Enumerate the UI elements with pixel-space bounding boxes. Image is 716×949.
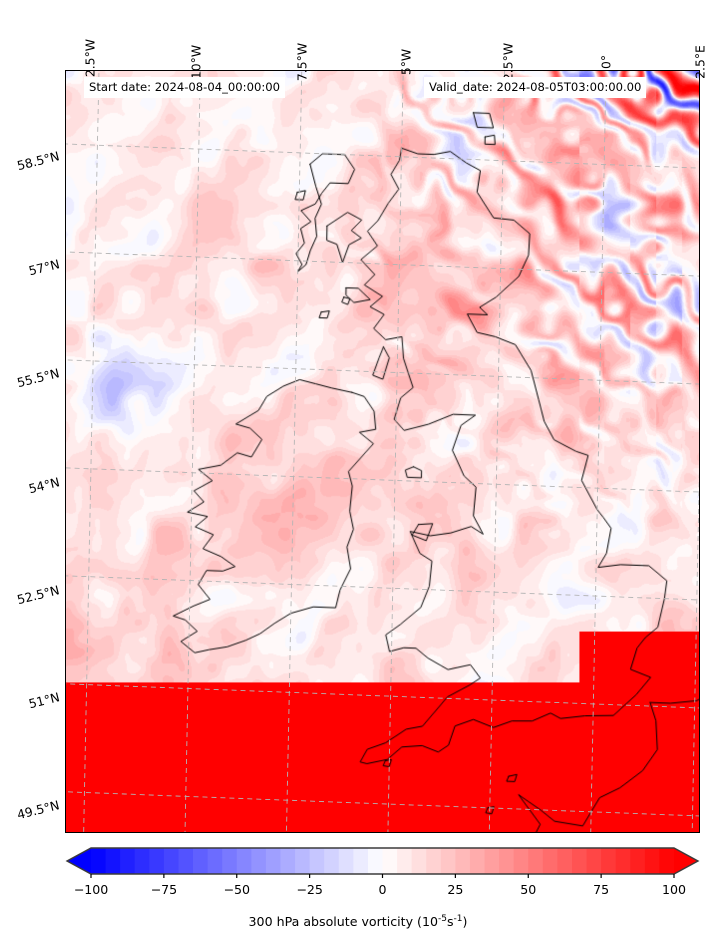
cbar-tick-3: −25 bbox=[296, 882, 323, 897]
cbar-tick-1: −75 bbox=[150, 882, 178, 897]
cbar-tick-0: −100 bbox=[73, 882, 109, 897]
lat-tick-4: 52.5°N bbox=[15, 582, 61, 608]
cbar-tick-8: 100 bbox=[661, 882, 687, 897]
cbar-tick-7: 75 bbox=[593, 882, 610, 897]
lat-tick-5: 51°N bbox=[26, 689, 61, 712]
cbar-tick-2: −50 bbox=[223, 882, 251, 897]
lat-tick-2: 55.5°N bbox=[15, 365, 61, 391]
lon-tick-4: 2.5°W bbox=[500, 42, 516, 82]
coastline-layer bbox=[66, 71, 699, 832]
cbar-tick-4: 0 bbox=[378, 882, 387, 897]
lat-tick-1: 57°N bbox=[26, 256, 61, 279]
colorbar[interactable] bbox=[65, 846, 700, 878]
lon-tick-5: 0° bbox=[598, 54, 614, 70]
start-date-annotation: Start date: 2024-08-04_00:00:00 bbox=[84, 77, 285, 99]
valid-date-annotation: Valid_date: 2024-08-05T03:00:00.00 bbox=[424, 77, 647, 99]
map-axes[interactable] bbox=[65, 70, 700, 833]
lat-tick-3: 54°N bbox=[26, 474, 61, 497]
lon-tick-2: 7.5°W bbox=[294, 42, 310, 82]
lon-tick-6: 2.5°E bbox=[692, 45, 708, 79]
colorbar-title: 300 hPa absolute vorticity (10-5s-1) bbox=[248, 914, 468, 930]
lat-tick-6: 49.5°N bbox=[15, 797, 61, 823]
cbar-tick-5: 25 bbox=[447, 882, 464, 897]
lon-tick-3: 5°W bbox=[398, 48, 414, 76]
lat-tick-0: 58.5°N bbox=[15, 148, 61, 174]
cbar-tick-6: 50 bbox=[520, 882, 537, 897]
lon-tick-1: 10°W bbox=[188, 44, 204, 80]
